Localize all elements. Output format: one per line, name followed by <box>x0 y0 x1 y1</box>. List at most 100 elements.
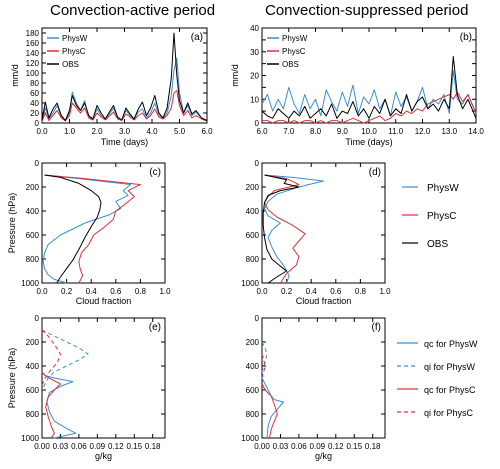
x-tick-label: 5.0 <box>174 127 186 136</box>
y-axis-label: mm/d <box>10 64 20 87</box>
x-tick-label: 0.2 <box>61 287 73 296</box>
y-tick-label: 200 <box>246 183 260 192</box>
side-legend-label: PhysW <box>427 183 459 194</box>
x-axis-label: g/kg <box>315 451 332 461</box>
x-tick-label: 0.4 <box>86 287 98 296</box>
series-line-qc-for-physc <box>41 371 61 439</box>
x-axis-label: Cloud fraction <box>296 296 352 306</box>
x-axis-label: Time (days) <box>101 137 148 147</box>
x-tick-label: 0.15 <box>346 442 362 451</box>
series-line-qc-for-physw <box>261 377 284 439</box>
y-tick-label: 0 <box>35 159 40 168</box>
x-tick-label: 0.8 <box>135 287 147 296</box>
x-tick-label: 4.0 <box>146 127 158 136</box>
y-tick-label: 200 <box>26 338 40 347</box>
panel-label: (c) <box>149 167 161 178</box>
y-tick-label: 180 <box>26 29 40 38</box>
legend-entry: OBS <box>282 60 299 69</box>
x-tick-label: 6.0 <box>256 127 268 136</box>
y-tick-label: 800 <box>26 410 40 419</box>
x-tick-label: 1.0 <box>64 127 76 136</box>
series-line-qi-for-physw <box>261 341 268 373</box>
series-line-obs <box>262 174 300 284</box>
y-tick-label: 600 <box>26 386 40 395</box>
x-tick-label: 0.2 <box>281 287 293 296</box>
y-tick-label: 0 <box>35 119 40 128</box>
series-line-obs <box>44 174 102 284</box>
y-tick-label: 400 <box>246 207 260 216</box>
y-tick-label: 1000 <box>21 434 39 443</box>
plot-frame-d <box>261 162 386 284</box>
series-line-physc <box>41 90 208 122</box>
y-tick-label: 60 <box>30 89 39 98</box>
series-line-physw <box>261 70 477 117</box>
y-tick-label: 1000 <box>21 279 39 288</box>
x-tick-label: 0.4 <box>306 287 318 296</box>
x-tick-label: 0.12 <box>108 442 124 451</box>
series-line-obs <box>261 56 477 119</box>
side-legend-label: qi for PhysW <box>424 362 476 372</box>
series-line-physw <box>42 174 132 284</box>
y-axis-label: Pressure (hPa) <box>7 348 17 409</box>
y-tick-label: 20 <box>250 72 259 81</box>
x-tick-label: 11.0 <box>388 127 404 136</box>
y-tick-label: 0 <box>255 314 260 323</box>
y-tick-label: 800 <box>246 255 260 264</box>
y-tick-label: 1000 <box>241 279 259 288</box>
side-legend-label: qc for PhysC <box>424 385 476 395</box>
series-line-physw <box>264 174 324 284</box>
x-tick-label: 0.12 <box>328 442 344 451</box>
y-tick-label: 200 <box>26 183 40 192</box>
y-tick-label: 0 <box>255 159 260 168</box>
x-tick-label: 0.8 <box>355 287 367 296</box>
y-tick-label: 40 <box>250 24 259 33</box>
legend-entry: PhysC <box>62 47 86 56</box>
panel-label: (f) <box>372 322 381 333</box>
y-tick-label: 100 <box>26 69 40 78</box>
plot-frame-c <box>41 162 166 284</box>
x-tick-label: 0.03 <box>273 442 289 451</box>
x-tick-label: 8.0 <box>310 127 322 136</box>
x-tick-label: 0.0 <box>256 287 268 296</box>
y-tick-label: 0 <box>255 119 260 128</box>
panel-label: (a) <box>191 32 203 43</box>
legend-entry: PhysW <box>282 34 308 43</box>
y-tick-label: 800 <box>246 410 260 419</box>
x-tick-label: 9.0 <box>337 127 349 136</box>
legend-entry: OBS <box>62 60 79 69</box>
series-line-physc <box>264 174 306 284</box>
series-line-physc <box>262 91 477 124</box>
right-period-title: Convection-suppressed period <box>265 2 469 19</box>
series-line-obs <box>41 32 208 121</box>
y-tick-label: 30 <box>250 48 259 57</box>
x-axis-label: Cloud fraction <box>76 296 132 306</box>
y-tick-label: 600 <box>246 231 260 240</box>
y-tick-label: 200 <box>246 338 260 347</box>
x-tick-label: 0.09 <box>90 442 106 451</box>
side-legend-label: qc for PhysW <box>424 339 478 349</box>
x-axis-label: g/kg <box>95 451 112 461</box>
x-tick-label: 0.18 <box>365 442 381 451</box>
side-legend-label: qi for PhysC <box>424 408 474 418</box>
legend-entry: PhysW <box>62 34 88 43</box>
series-line-qc-for-physw <box>41 371 77 439</box>
x-tick-label: 0.03 <box>53 442 69 451</box>
x-tick-label: 0.6 <box>330 287 342 296</box>
panel-label: (d) <box>369 167 381 178</box>
x-tick-label: 0.15 <box>126 442 142 451</box>
y-tick-label: 400 <box>26 362 40 371</box>
series-line-physc <box>44 174 141 284</box>
x-tick-label: 12.0 <box>415 127 431 136</box>
y-axis-label: Pressure (hPa) <box>7 193 17 254</box>
legend-entry: PhysC <box>282 47 306 56</box>
x-tick-label: 0.00 <box>34 442 50 451</box>
panel-label: (e) <box>149 322 161 333</box>
x-tick-label: 0.09 <box>310 442 326 451</box>
plot-frame-e <box>41 317 166 439</box>
series-line-qi-for-physc <box>41 329 61 386</box>
x-tick-label: 3.0 <box>119 127 131 136</box>
x-tick-label: 0.18 <box>145 442 161 451</box>
x-tick-label: 1.0 <box>159 287 171 296</box>
x-tick-label: 6.0 <box>201 127 213 136</box>
